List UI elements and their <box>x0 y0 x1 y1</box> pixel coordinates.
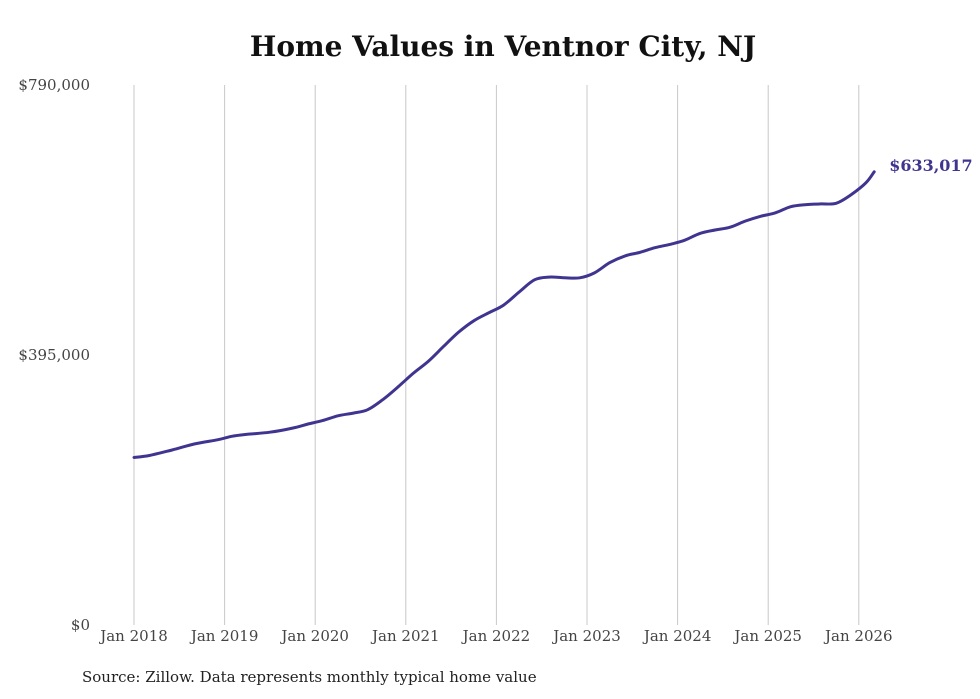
line-chart: $0$395,000$790,000 Jan 2018 Jan 2019 Jan 2… <box>18 76 973 645</box>
y-tick-label-2: $790,000 <box>18 76 90 94</box>
y-tick-label-0: $0 <box>71 616 90 634</box>
source-note: Source: Zillow. Data represents monthly … <box>82 668 537 686</box>
x-tick-label-8: Jan 2026 <box>823 627 893 645</box>
x-tick-label-3: Jan 2021 <box>370 627 440 645</box>
series-group <box>132 170 876 459</box>
x-tick-label-5: Jan 2023 <box>551 627 621 645</box>
x-tick-label-6: Jan 2024 <box>642 627 712 645</box>
x-axis-labels: Jan 2018 Jan 2019 Jan 2020 Jan 2021 Jan 2022… <box>98 627 892 645</box>
x-tick-label-0: Jan 2018 <box>98 627 168 645</box>
x-tick-label-7: Jan 2025 <box>732 627 802 645</box>
y-axis-labels: $0 $395,000 $790,000 <box>18 76 90 634</box>
grid-lines <box>133 85 860 625</box>
x-tick-label-4: Jan 2022 <box>461 627 531 645</box>
chart-title: Home Values in Ventnor City, NJ <box>249 30 757 63</box>
series-line-0 <box>132 170 876 459</box>
x-tick-label-1: Jan 2019 <box>189 627 259 645</box>
x-tick-label-2: Jan 2020 <box>279 627 349 645</box>
end-value-label: $633,017 <box>889 156 973 175</box>
y-tick-label-1: $395,000 <box>18 346 90 364</box>
